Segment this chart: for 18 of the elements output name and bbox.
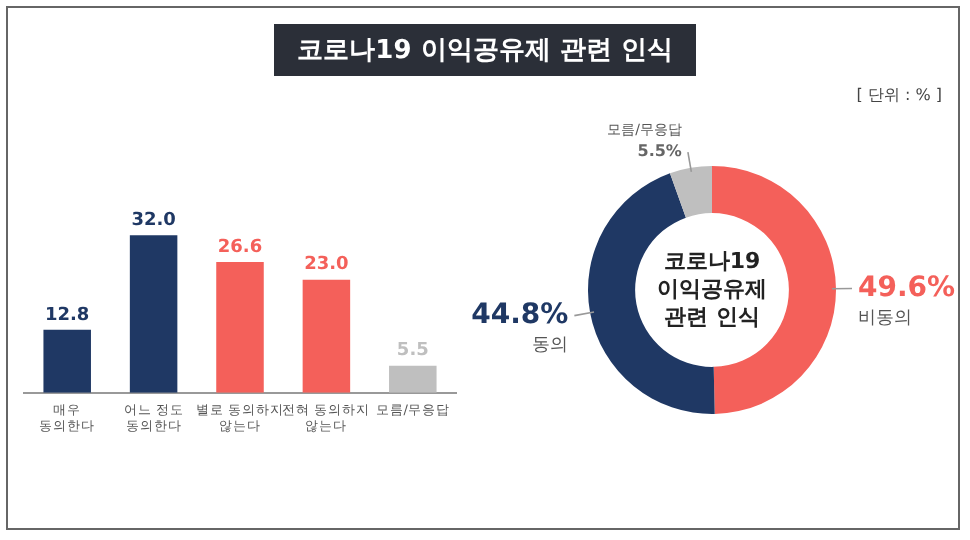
text: [ 단위 : % ] xyxy=(856,84,942,106)
bar xyxy=(129,235,178,393)
bar xyxy=(302,279,351,393)
data-label: 5.5% xyxy=(637,142,682,161)
data-label: 26.6 xyxy=(217,237,263,258)
data-label: 32.0 xyxy=(131,211,176,232)
data-label: 5.5 xyxy=(396,341,429,362)
data-label: 12.8 xyxy=(44,305,90,326)
bar xyxy=(43,329,91,393)
text: 코로나19 이익공유제 관련 인식 xyxy=(657,247,767,330)
bar xyxy=(389,365,437,393)
data-label: 44.8% xyxy=(471,298,569,331)
slice-label: 비동의 xyxy=(857,309,912,330)
data-label: 49.6% xyxy=(857,271,956,304)
chart-title: 코로나19 이익공유제 관련 인식 xyxy=(273,24,697,76)
bar xyxy=(216,261,264,393)
data-label: 23.0 xyxy=(304,255,349,276)
slice-label: 동의 xyxy=(532,336,569,357)
